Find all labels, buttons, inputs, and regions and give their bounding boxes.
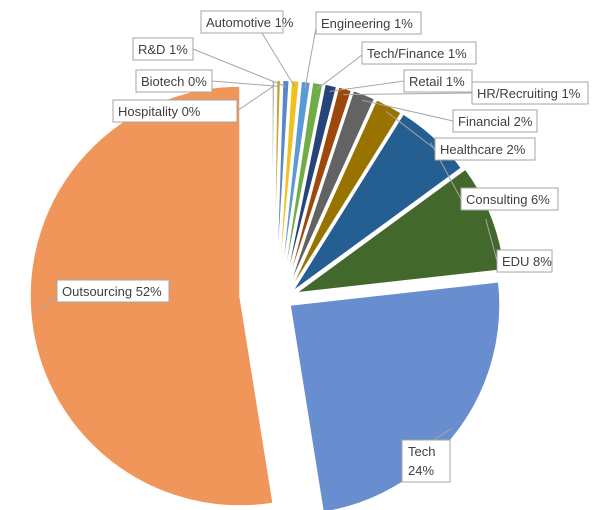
leader-line-healthcare: [385, 111, 436, 150]
label-box: [403, 69, 473, 93]
label-box: [112, 99, 238, 123]
label-text: Retail 1%: [409, 74, 465, 89]
leader-line-hr-recruiting: [343, 92, 473, 96]
slice-label-edu: EDU 8%: [496, 249, 553, 273]
label-box: [135, 69, 213, 93]
leader-line-engineering: [304, 27, 317, 88]
slice-label-biotech: Biotech 0%: [135, 69, 213, 93]
label-text: Financial 2%: [458, 114, 533, 129]
slice-label-hospitality: Hospitality 0%: [112, 99, 238, 123]
label-box: [315, 11, 422, 35]
leader-line-automotive: [261, 32, 296, 88]
label-box: [401, 439, 451, 483]
label-box: [56, 279, 170, 303]
label-text: Consulting 6%: [466, 192, 550, 207]
pie-slice-healthcare: [289, 98, 403, 292]
pie-slice-biotech: [273, 79, 282, 291]
pie-slice-retail: [283, 83, 338, 291]
label-text: EDU 8%: [502, 254, 552, 269]
slice-label-automotive: Automotive 1%: [200, 10, 294, 34]
label-text: R&D 1%: [138, 42, 188, 57]
label-box: [361, 41, 477, 65]
slice-labels: Outsourcing 52% Hospitality 0% Biotech 0% R…: [56, 10, 589, 483]
leader-line-biotech: [211, 80, 279, 87]
slice-label-engineering: Engineering 1%: [315, 11, 422, 35]
label-box: [452, 109, 538, 133]
slice-label-financial: Financial 2%: [452, 109, 538, 133]
slice-label-tech-finance: Tech/Finance 1%: [361, 41, 477, 65]
slice-label-outsourcing: Outsourcing 52%: [56, 279, 170, 303]
label-box: [460, 187, 559, 211]
label-box: [434, 137, 536, 161]
leader-line-r-d: [192, 48, 286, 87]
label-text: Tech 24%: [408, 444, 435, 478]
leader-line-tech-finance: [316, 54, 363, 90]
pie-slice-tech: [289, 280, 501, 510]
label-box: [496, 249, 553, 273]
slice-label-hr-recruiting: HR/Recruiting 1%: [471, 81, 589, 105]
label-text: Hospitality 0%: [118, 104, 201, 119]
label-text: Tech/Finance 1%: [367, 46, 467, 61]
label-box: [471, 81, 589, 105]
leader-line-financial: [361, 99, 454, 122]
label-box: [132, 37, 194, 61]
pie-slice-hospitality: [271, 79, 276, 291]
slice-label-tech: Tech 24%: [401, 439, 451, 483]
slice-label-retail: Retail 1%: [403, 69, 473, 93]
leader-line-retail: [329, 80, 405, 92]
leader-line-edu: [485, 218, 498, 262]
slice-label-r-d: R&D 1%: [132, 37, 194, 61]
leader-line-hospitality: [236, 85, 274, 112]
pie-slice-r-d: [275, 79, 291, 291]
label-box: [200, 10, 284, 34]
label-text: Biotech 0%: [141, 74, 207, 89]
label-text: Outsourcing 52%: [62, 284, 162, 299]
slice-label-consulting: Consulting 6%: [460, 187, 559, 211]
label-text: Healthcare 2%: [440, 142, 526, 157]
label-text: HR/Recruiting 1%: [477, 86, 581, 101]
slice-label-healthcare: Healthcare 2%: [434, 137, 536, 161]
pie-slices: [29, 79, 506, 510]
pie-slice-hr-recruiting: [285, 85, 353, 291]
label-text: Engineering 1%: [321, 16, 413, 31]
label-text: Automotive 1%: [206, 15, 294, 30]
